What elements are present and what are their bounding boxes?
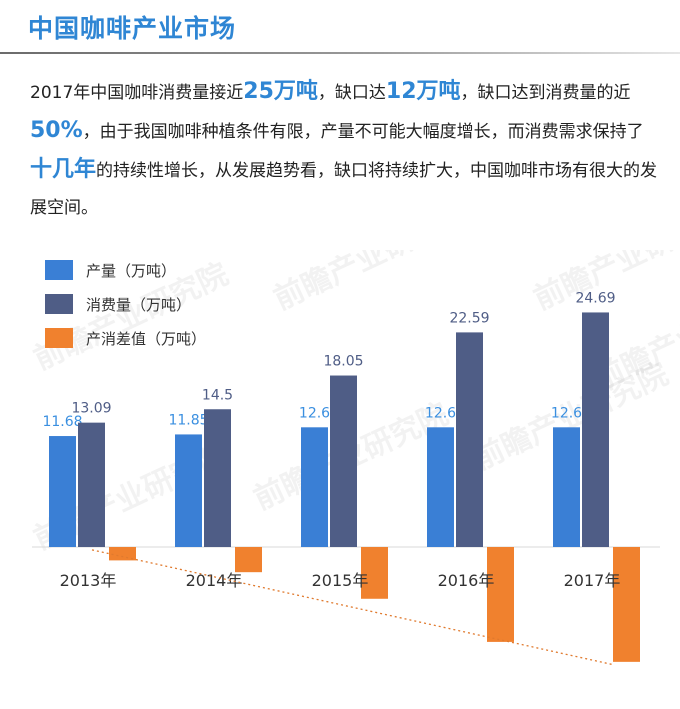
bar-production xyxy=(49,436,76,547)
data-label-consumption: 24.69 xyxy=(575,290,615,306)
highlight-consumption: 25万吨 xyxy=(243,79,318,104)
bar-consumption xyxy=(330,375,357,547)
data-label-consumption: 13.09 xyxy=(71,401,111,417)
data-label-production: 11.68 xyxy=(42,414,82,430)
bar-gap xyxy=(613,547,640,662)
bar-consumption xyxy=(582,312,609,547)
bar-production xyxy=(175,434,202,547)
bar-gap xyxy=(361,547,388,599)
x-tick-label: 2013年 xyxy=(60,571,117,590)
header: 中国咖啡产业市场 xyxy=(0,0,680,56)
data-label-production: 12.6 xyxy=(425,405,456,421)
x-tick-label: 2017年 xyxy=(564,571,621,590)
highlight-percent: 50% xyxy=(30,118,83,143)
gap-trendline xyxy=(91,549,613,666)
bar-gap xyxy=(235,547,262,573)
data-label-production: 12.6 xyxy=(551,405,582,421)
legend-swatch xyxy=(45,260,73,280)
page-title: 中国咖啡产业市场 xyxy=(28,14,237,43)
bar-consumption xyxy=(78,422,105,547)
highlight-years: 十几年 xyxy=(30,157,97,182)
bar-production xyxy=(553,427,580,547)
legend-label: 消费量（万吨） xyxy=(86,296,191,314)
paragraph-text-5: 的持续性增长，从发展趋势看，缺口将持续扩大，中国咖啡市场有很大的发展空间。 xyxy=(30,161,658,218)
bar-gap xyxy=(487,547,514,642)
paragraph-text-3: ，缺口达到消费量的近 xyxy=(460,83,631,103)
paragraph-text-1: 2017年中国咖啡消费量接近 xyxy=(30,83,244,103)
data-label-consumption: 18.05 xyxy=(323,354,363,370)
bar-consumption xyxy=(456,332,483,547)
data-label-consumption: 22.59 xyxy=(449,310,489,326)
bar-production xyxy=(301,427,328,547)
summary-paragraph: 2017年中国咖啡消费量接近25万吨，缺口达12万吨，缺口达到消费量的近 50%，… xyxy=(30,73,662,227)
bar-gap xyxy=(109,547,136,561)
bar-production xyxy=(427,427,454,547)
bar-consumption xyxy=(204,409,231,547)
x-tick-label: 2016年 xyxy=(438,571,495,590)
data-label-consumption: 14.5 xyxy=(202,387,233,403)
paragraph-text-4: ，由于我国咖啡种植条件有限，产量不可能大幅度增长，而消费需求保持了 xyxy=(82,122,644,142)
paragraph-text-2: ，缺口达 xyxy=(317,83,386,103)
legend-swatch xyxy=(45,328,73,348)
x-tick-label: 2014年 xyxy=(186,571,243,590)
watermark-text: 前瞻产业研究院 xyxy=(529,250,680,317)
x-tick-label: 2015年 xyxy=(312,571,369,590)
watermark-text: 前瞻产业研究院 xyxy=(269,250,474,317)
legend-label: 产消差值（万吨） xyxy=(86,330,206,348)
title-divider xyxy=(0,52,680,54)
chart-area: 前瞻产业研究院 前瞻产业研究院 前瞻产业研究院 前瞻产业研究院 前瞻产业研究院 前瞻产业研… xyxy=(0,250,680,709)
data-label-production: 12.6 xyxy=(299,405,330,421)
legend-label: 产量（万吨） xyxy=(86,262,176,280)
legend-swatch xyxy=(45,294,73,314)
data-label-production: 11.85 xyxy=(168,412,208,428)
highlight-gap: 12万吨 xyxy=(385,79,461,104)
